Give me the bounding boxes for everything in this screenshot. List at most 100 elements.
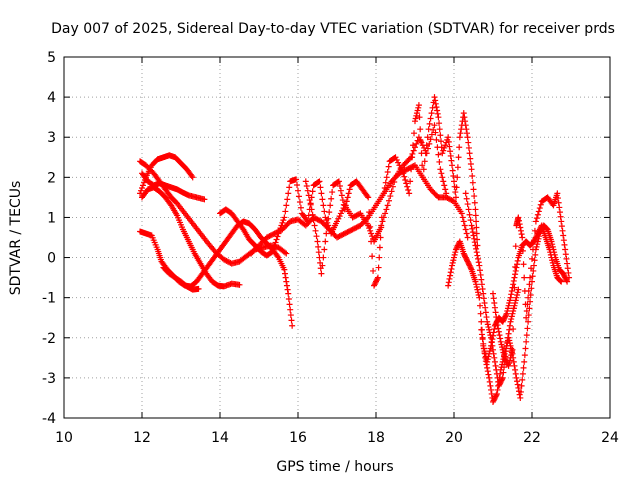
series-arc-12: [478, 222, 571, 405]
data-point: [283, 282, 290, 289]
data-point: [523, 332, 530, 339]
data-point: [530, 237, 537, 244]
data-point: [464, 201, 471, 208]
data-point: [537, 201, 544, 208]
data-point: [503, 310, 510, 317]
data-point: [447, 272, 454, 279]
data-point: [535, 208, 542, 215]
data-point: [478, 276, 485, 283]
data-point: [475, 255, 482, 262]
data-point: [140, 179, 147, 186]
data-point: [491, 326, 498, 333]
data-point: [484, 318, 491, 325]
data-point: [454, 164, 461, 171]
data-point: [497, 335, 504, 342]
data-point: [195, 285, 202, 292]
series-arc-10: [380, 94, 481, 249]
data-point: [325, 215, 332, 222]
data-point: [239, 225, 246, 232]
x-tick-label: 14: [211, 430, 229, 446]
data-point: [506, 300, 513, 307]
data-point: [395, 159, 402, 166]
data-point: [320, 202, 327, 209]
data-point: [439, 150, 446, 157]
data-point: [411, 130, 418, 137]
data-point: [491, 354, 498, 361]
data-point: [486, 348, 493, 355]
data-point: [527, 291, 534, 298]
data-point: [321, 246, 328, 253]
data-point: [422, 150, 429, 157]
data-point: [512, 243, 519, 250]
data-point: [505, 362, 512, 369]
data-point: [549, 257, 556, 264]
data-point: [462, 190, 469, 197]
data-point: [471, 235, 478, 242]
data-point: [559, 227, 566, 234]
data-point: [459, 214, 466, 221]
data-point: [478, 331, 485, 338]
data-point: [448, 265, 455, 272]
data-point: [527, 274, 534, 281]
data-point: [201, 196, 208, 203]
data-point: [436, 120, 443, 127]
data-point: [416, 114, 423, 121]
data-point: [563, 255, 570, 262]
data-point: [454, 174, 461, 181]
data-point: [521, 274, 528, 281]
data-point: [339, 197, 346, 204]
data-point: [504, 361, 511, 368]
data-point: [485, 353, 492, 360]
data-point: [437, 132, 444, 139]
data-point: [139, 182, 146, 189]
data-point: [369, 253, 376, 260]
data-point: [501, 352, 508, 359]
data-point: [449, 259, 456, 266]
data-point: [392, 154, 399, 161]
data-point: [453, 184, 460, 191]
data-point: [445, 279, 452, 286]
data-point: [564, 265, 571, 272]
data-point: [508, 345, 515, 352]
series-arc-1: [137, 158, 290, 267]
data-point: [483, 314, 490, 321]
data-point: [484, 358, 491, 365]
data-point: [322, 238, 329, 245]
data-point: [428, 110, 435, 117]
series-arc-8: [248, 162, 471, 257]
data-point: [502, 313, 509, 320]
data-point: [502, 353, 509, 360]
data-point: [436, 126, 443, 133]
data-point: [473, 245, 480, 252]
data-point: [508, 316, 515, 323]
data-point: [272, 239, 279, 246]
data-point: [519, 376, 526, 383]
data-point: [455, 154, 462, 161]
series-arc-2: [137, 152, 196, 197]
data-point: [495, 328, 502, 335]
data-point: [555, 195, 561, 202]
data-point: [306, 197, 313, 204]
data-point: [451, 251, 458, 258]
data-point: [344, 194, 351, 201]
data-point: [499, 344, 506, 351]
data-point: [538, 226, 545, 233]
data-point: [454, 243, 461, 250]
data-point: [433, 136, 440, 143]
data-point: [284, 196, 291, 203]
data-point: [415, 102, 422, 109]
data-point: [501, 314, 508, 321]
data-point: [451, 178, 457, 185]
data-point: [484, 368, 491, 375]
data-point: [493, 318, 500, 325]
x-tick-label: 24: [601, 430, 619, 446]
data-point: [507, 294, 514, 301]
data-point: [520, 261, 527, 268]
data-point: [499, 374, 506, 381]
data-point: [449, 262, 456, 269]
data-point: [460, 250, 467, 257]
data-point: [515, 384, 522, 391]
data-point: [431, 94, 438, 101]
data-point: [484, 321, 491, 328]
